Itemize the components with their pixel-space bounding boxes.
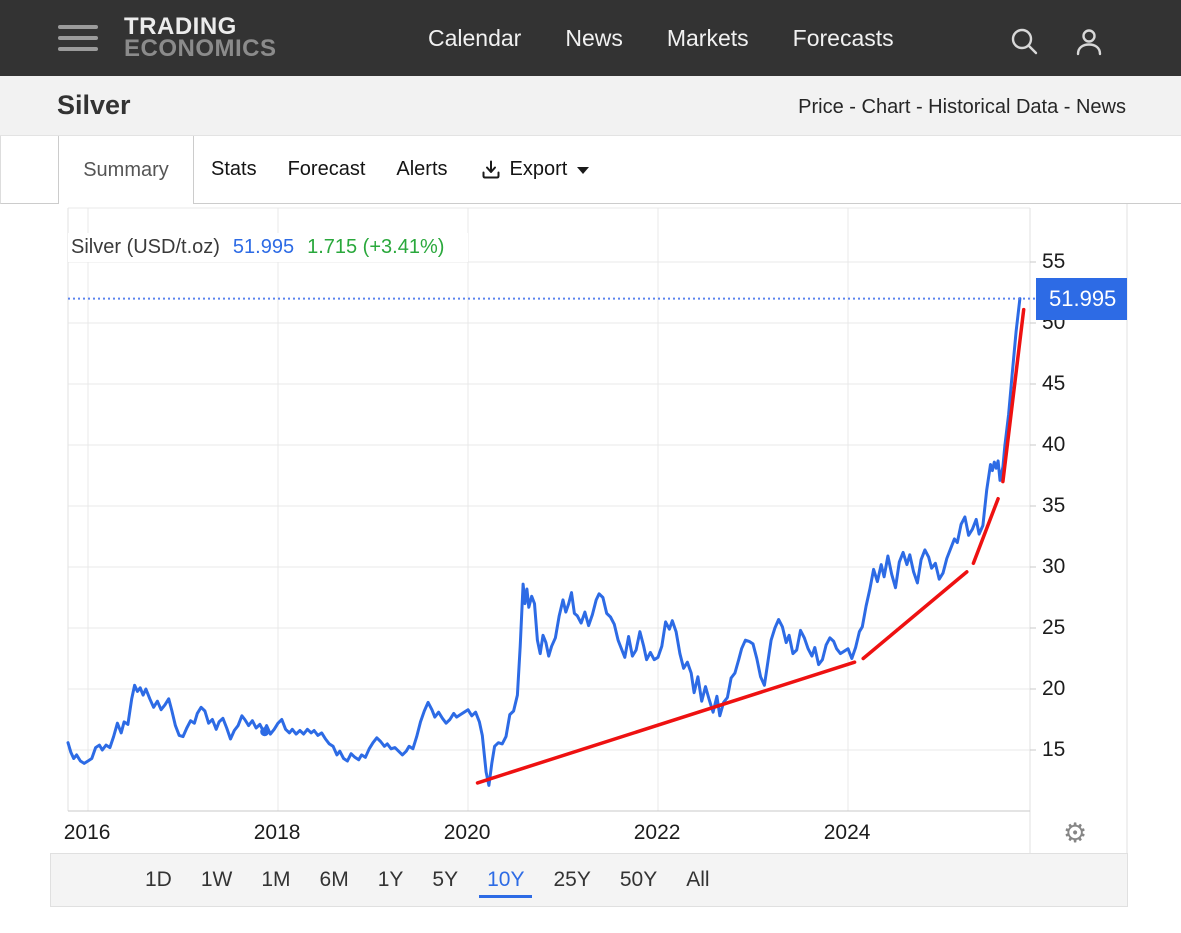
y-axis-label: 15	[1042, 738, 1066, 761]
tab-stats[interactable]: Stats	[211, 158, 257, 180]
nav-forecasts[interactable]: Forecasts	[792, 24, 894, 51]
top-navbar: TRADING ECONOMICS Calendar News Markets …	[0, 0, 1181, 76]
y-axis-label: 35	[1042, 494, 1066, 517]
series-marker-dot	[260, 727, 270, 737]
time-range-selector: 1D 1W 1M 6M 1Y 5Y 10Y 25Y 50Y All	[50, 853, 1128, 907]
main-nav: Calendar News Markets Forecasts	[428, 0, 894, 76]
chart-settings-gear-icon[interactable]: ⚙	[1063, 818, 1088, 848]
trend-line	[971, 496, 1000, 566]
x-axis-label: 2024	[823, 821, 871, 844]
y-axis-label: 40	[1042, 433, 1066, 456]
brand-line1: TRADING	[124, 13, 237, 40]
tab-forecast[interactable]: Forecast	[287, 158, 366, 180]
trend-line	[1001, 307, 1026, 484]
x-axis-label: 2020	[443, 821, 491, 844]
range-button-1w[interactable]: 1W	[200, 868, 233, 891]
range-button-1m[interactable]: 1M	[261, 868, 291, 891]
x-axis-label: 2016	[63, 821, 111, 844]
current-price-badge: 51.995	[1036, 278, 1127, 320]
nav-calendar[interactable]: Calendar	[428, 24, 522, 51]
title-bar: Silver Price - Chart - Historical Data -…	[0, 76, 1181, 136]
range-button-25y[interactable]: 25Y	[553, 868, 591, 891]
last-price-value: 51.995	[232, 236, 295, 258]
download-icon	[479, 158, 503, 182]
export-button[interactable]: Export	[479, 158, 590, 182]
range-button-5y[interactable]: 5Y	[432, 868, 459, 891]
tab-bar: Summary Stats Forecast Alerts Export	[0, 136, 1181, 204]
chart-legend: Silver (USD/t.oz) 51.995 1.715 (+3.41%)	[68, 233, 469, 262]
nav-news[interactable]: News	[565, 24, 623, 51]
nav-markets[interactable]: Markets	[666, 24, 749, 51]
y-axis-label: 25	[1042, 616, 1066, 639]
price-change-value: 1.715 (+3.41%)	[307, 236, 445, 258]
brand-logo[interactable]: TRADING ECONOMICS	[124, 13, 277, 62]
range-button-1y[interactable]: 1Y	[377, 868, 404, 891]
range-button-10y[interactable]: 10Y	[479, 863, 533, 898]
y-axis-label: 20	[1042, 677, 1066, 700]
range-button-50y[interactable]: 50Y	[619, 868, 658, 891]
tab-summary[interactable]: Summary	[58, 136, 194, 204]
range-button-6m[interactable]: 6M	[319, 868, 349, 891]
breadcrumb[interactable]: Price - Chart - Historical Data - News	[798, 96, 1126, 118]
y-axis-label: 55	[1042, 250, 1066, 273]
search-icon[interactable]	[1008, 26, 1042, 60]
trend-line	[475, 660, 857, 785]
caret-down-icon	[577, 167, 590, 174]
tab-alerts[interactable]: Alerts	[396, 158, 448, 180]
user-account-icon[interactable]	[1072, 26, 1106, 60]
series-name: Silver (USD/t.oz)	[71, 236, 220, 258]
y-axis-label: 30	[1042, 555, 1066, 578]
page-title: Silver	[57, 90, 131, 120]
x-axis-label: 2018	[253, 821, 301, 844]
trend-line	[861, 570, 969, 661]
hamburger-menu-icon[interactable]	[58, 25, 98, 52]
export-label: Export	[509, 158, 568, 180]
x-axis-label: 2022	[633, 821, 681, 844]
silver-price-line	[66, 297, 1022, 787]
brand-line2: ECONOMICS	[124, 35, 277, 62]
range-button-all[interactable]: All	[686, 868, 710, 891]
y-axis-label: 45	[1042, 372, 1066, 395]
range-button-1d[interactable]: 1D	[145, 868, 172, 891]
